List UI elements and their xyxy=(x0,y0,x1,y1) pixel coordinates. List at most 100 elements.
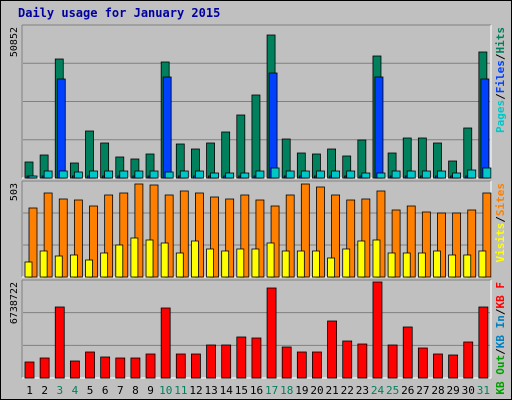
sites-bar xyxy=(43,192,53,278)
visits-bar xyxy=(372,239,381,278)
visits-bar xyxy=(417,252,426,278)
x-axis-day-label: 13 xyxy=(204,384,217,397)
x-axis-day-label: 5 xyxy=(87,384,94,397)
visits-bar xyxy=(24,261,33,278)
pages-bar xyxy=(225,172,235,179)
hits-bar xyxy=(236,114,246,179)
legend-entry: KB Out xyxy=(494,355,507,395)
hits-bar xyxy=(251,94,261,179)
kb-f-bar xyxy=(266,287,277,379)
pages-bar xyxy=(119,170,129,179)
files-bar xyxy=(480,78,490,179)
pages-bar xyxy=(482,167,492,179)
kb-f-bar xyxy=(417,347,428,379)
kb-f-bar xyxy=(175,353,186,379)
x-axis-day-label: 9 xyxy=(147,384,154,397)
pages-bar xyxy=(134,170,144,179)
legend-entry: KB F xyxy=(494,282,507,309)
x-axis-day-label: 16 xyxy=(250,384,263,397)
files-bar xyxy=(268,72,278,179)
visits-bar xyxy=(160,242,169,278)
visits-bar xyxy=(221,250,230,278)
x-axis-day-label: 3 xyxy=(57,384,64,397)
visits-bar xyxy=(251,248,260,278)
x-axis-day-label: 27 xyxy=(416,384,429,397)
kb-f-bar xyxy=(312,351,322,379)
hits-bar xyxy=(221,131,231,179)
pages-bar xyxy=(195,170,204,179)
sites-bar xyxy=(195,192,204,278)
legend-entry: Sites xyxy=(494,183,507,216)
pages-bar xyxy=(28,175,38,179)
visits-bar xyxy=(327,257,335,278)
x-axis-day-label: 28 xyxy=(431,384,444,397)
visits-bar xyxy=(463,254,472,278)
kb-f-bar xyxy=(160,307,171,379)
kb-f-bar xyxy=(478,306,489,379)
x-axis-day-label: 26 xyxy=(401,384,414,397)
files-bar xyxy=(374,76,384,179)
sites-bar xyxy=(467,209,477,278)
kb-ymax-label: 6738722 xyxy=(9,282,20,324)
sites-bar xyxy=(391,209,401,278)
sites-bar xyxy=(270,205,280,278)
kb-f-bar xyxy=(69,360,80,379)
x-axis-day-label: 21 xyxy=(326,384,339,397)
visits-bar xyxy=(54,255,63,278)
sites-bar xyxy=(255,199,265,278)
kb-f-bar xyxy=(357,343,368,379)
kb-f-bar xyxy=(145,353,156,379)
visits-bar xyxy=(296,250,305,278)
kb-f-bar xyxy=(463,341,474,379)
x-axis-day-label: 1 xyxy=(26,384,33,397)
x-axis-day-label: 19 xyxy=(295,384,308,397)
pages-bar xyxy=(73,171,83,179)
hits-bar xyxy=(357,139,367,179)
pages-bar xyxy=(210,172,219,179)
legend-entry: Hits xyxy=(494,27,507,54)
pages-bar xyxy=(316,170,325,179)
visits-bar xyxy=(191,240,199,278)
sites-bar xyxy=(89,205,98,278)
files-bar xyxy=(162,76,172,179)
pages-bar xyxy=(58,170,68,179)
sites-bar xyxy=(28,207,38,278)
kb-f-bar xyxy=(387,344,398,379)
sites-bar xyxy=(164,194,174,278)
pages-bar xyxy=(437,170,446,179)
visits-bar xyxy=(130,237,139,278)
legend-entry: Files xyxy=(494,60,507,93)
pages-bar xyxy=(467,169,477,179)
legend-entry: KB In xyxy=(494,315,507,348)
x-axis-day-label: 18 xyxy=(280,384,293,397)
sites-bar xyxy=(421,211,431,278)
kb-f-bar xyxy=(342,340,353,379)
sites-bar xyxy=(331,194,340,278)
pages-bar xyxy=(89,170,98,179)
legend-separator: / xyxy=(494,53,507,60)
visits-bar xyxy=(115,244,124,278)
x-axis-day-label: 14 xyxy=(220,384,234,397)
sites-bar xyxy=(361,198,371,278)
visits-ymax-label: 503 xyxy=(9,183,20,201)
pages-bar xyxy=(43,170,53,179)
kb-f-bar xyxy=(402,326,413,379)
pages-bar xyxy=(285,170,295,179)
visits-bar xyxy=(342,248,351,278)
x-axis-day-label: 29 xyxy=(447,384,460,397)
pages-bar xyxy=(240,172,250,179)
sites-bar xyxy=(179,190,189,278)
visits-bar xyxy=(357,240,366,278)
kb-f-bar xyxy=(221,344,232,379)
x-axis-day-label: 8 xyxy=(132,384,139,397)
sites-bar xyxy=(73,199,83,278)
pages-bar xyxy=(300,170,310,179)
pages-bar xyxy=(179,170,189,179)
x-axis-day-label: 2 xyxy=(41,384,48,397)
pages-bar xyxy=(149,170,159,179)
kbytes-legend: KB Out/KB In/KB F xyxy=(494,282,507,395)
visits-bar xyxy=(402,252,411,278)
visits-bar xyxy=(281,250,290,278)
pages-bar xyxy=(361,172,371,179)
